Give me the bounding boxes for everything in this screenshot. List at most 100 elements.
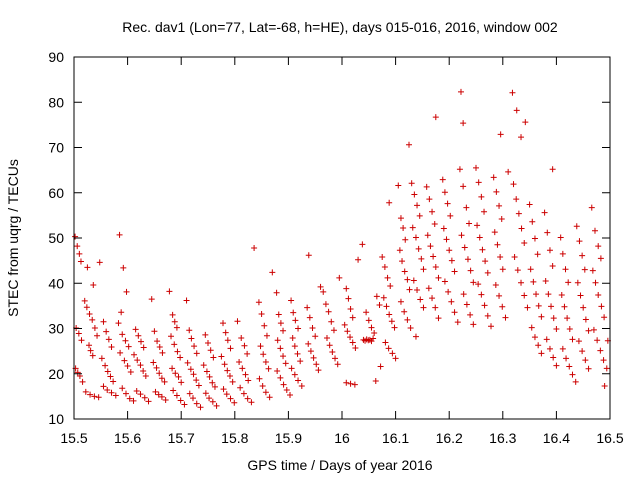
data-point [559, 345, 566, 352]
data-point [588, 204, 595, 211]
data-point [202, 390, 209, 397]
data-point [175, 373, 182, 380]
data-point [531, 235, 538, 242]
data-point [510, 181, 517, 188]
data-point [104, 368, 111, 375]
data-point [347, 334, 354, 341]
data-point [131, 351, 138, 358]
data-point [193, 350, 200, 357]
data-point [150, 359, 157, 366]
data-point [566, 325, 573, 332]
data-point [579, 348, 586, 355]
data-point [148, 296, 155, 303]
data-point [463, 301, 470, 308]
data-point [420, 266, 427, 273]
data-point [529, 218, 536, 225]
data-point [343, 285, 350, 292]
data-point [383, 303, 390, 310]
data-point [451, 309, 458, 316]
x-tick-label: 15.9 [275, 430, 302, 446]
data-point [600, 357, 607, 364]
data-point [231, 399, 238, 406]
data-point [168, 333, 175, 340]
data-point [174, 348, 181, 355]
data-point [363, 309, 370, 316]
data-point [125, 343, 132, 350]
data-point [152, 388, 159, 395]
data-point [476, 234, 483, 241]
data-point [549, 263, 556, 270]
data-point [155, 391, 162, 398]
data-point [289, 335, 296, 342]
data-point [82, 388, 89, 395]
data-point [379, 254, 386, 261]
data-point [234, 318, 241, 325]
y-axis: 10 20 30 40 50 60 70 80 90 [48, 49, 610, 427]
data-point [171, 318, 178, 325]
data-point [505, 168, 512, 175]
data-point [562, 266, 569, 273]
data-point [478, 291, 485, 298]
data-point [81, 297, 88, 304]
data-point [347, 380, 354, 387]
data-point [275, 311, 282, 318]
data-point [197, 404, 204, 411]
data-point [263, 332, 270, 339]
data-point [585, 365, 592, 372]
data-point [220, 320, 227, 327]
data-point [171, 341, 178, 348]
data-point [565, 279, 572, 286]
data-point [310, 354, 317, 361]
data-point [274, 337, 281, 344]
data-point [397, 298, 404, 305]
data-point [355, 256, 362, 263]
data-point [494, 241, 501, 248]
data-point [396, 247, 403, 254]
data-point [200, 362, 207, 369]
data-point [585, 327, 592, 334]
data-point [122, 337, 129, 344]
data-point [83, 304, 90, 311]
data-point [259, 382, 266, 389]
data-point [134, 357, 141, 364]
data-point [140, 344, 147, 351]
data-point [126, 395, 133, 402]
data-point [580, 304, 587, 311]
data-point [592, 279, 599, 286]
data-point [344, 328, 351, 335]
data-point [96, 259, 103, 266]
data-point [401, 308, 408, 315]
data-point [291, 371, 298, 378]
data-point [579, 252, 586, 259]
data-point [261, 322, 268, 329]
data-point [329, 349, 336, 356]
data-point [432, 263, 439, 270]
y-tick-label: 80 [48, 94, 64, 110]
plot-frame [73, 56, 611, 420]
data-point [446, 247, 453, 254]
data-point [464, 256, 471, 263]
data-point [282, 360, 289, 367]
data-point [74, 243, 81, 250]
data-point [460, 183, 467, 190]
data-point [545, 291, 552, 298]
data-point [127, 368, 134, 375]
data-point [511, 254, 518, 261]
data-point [334, 361, 341, 368]
data-point [473, 164, 479, 171]
data-point [474, 222, 481, 229]
data-point [424, 232, 431, 239]
data-point [558, 292, 565, 299]
data-point [535, 302, 542, 309]
data-point [497, 131, 504, 138]
y-tick-label: 10 [48, 411, 64, 427]
data-point [87, 347, 94, 354]
data-point [94, 332, 101, 339]
data-point [173, 392, 180, 399]
data-point [291, 343, 298, 350]
data-point [86, 342, 93, 349]
data-point [441, 278, 448, 285]
data-point [594, 337, 601, 344]
data-point [258, 311, 265, 318]
data-point [432, 304, 439, 311]
